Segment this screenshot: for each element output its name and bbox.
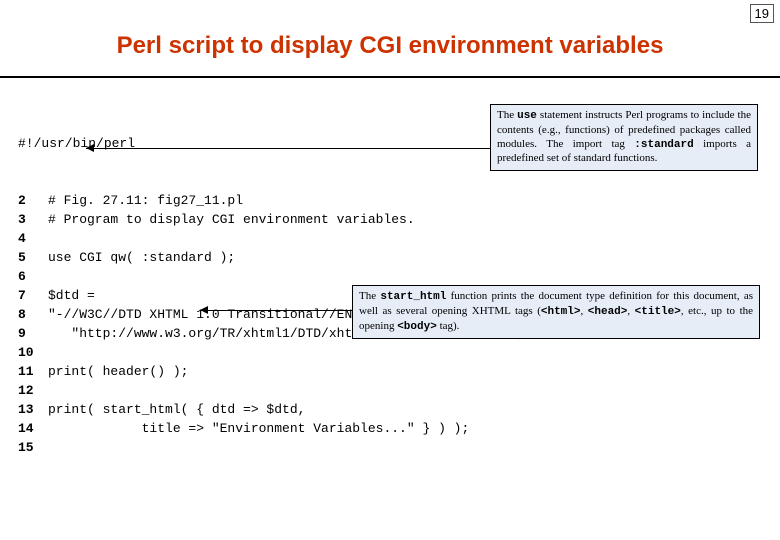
code-line: 13print( start_html( { dtd => $dtd, [18,400,524,419]
callout-use-statement: The use statement instructs Perl program… [490,104,758,171]
line-number: 5 [18,248,48,267]
code-line: 10 [18,343,524,362]
line-number: 4 [18,229,48,248]
code-line: 3# Program to display CGI environment va… [18,210,524,229]
line-text: title => "Environment Variables..." } ) … [48,421,469,436]
line-number: 2 [18,191,48,210]
code-line: 2# Fig. 27.11: fig27_11.pl [18,191,524,210]
code-line: 4 [18,229,524,248]
line-text: $dtd = [48,288,95,303]
line-text: # Program to display CGI environment var… [48,212,415,227]
slide-title: Perl script to display CGI environment v… [0,32,780,60]
code-line: 5use CGI qw( :standard ); [18,248,524,267]
line-number: 12 [18,381,48,400]
line-text: # Fig. 27.11: fig27_11.pl [48,193,243,208]
line-text: use CGI qw( :standard ); [48,250,235,265]
line-number: 10 [18,343,48,362]
code-line: 6 [18,267,524,286]
line-number: 7 [18,286,48,305]
divider [0,76,780,78]
code-line: 11print( header() ); [18,362,524,381]
page-number: 19 [750,4,774,23]
line-text: print( start_html( { dtd => $dtd, [48,402,305,417]
code-line: 15 [18,438,524,457]
callout-start-html: The start_html function prints the docum… [352,285,760,339]
line-number: 14 [18,419,48,438]
arrow-use [86,148,490,149]
line-number: 3 [18,210,48,229]
line-number: 15 [18,438,48,457]
line-number: 6 [18,267,48,286]
arrow-starthtml [200,310,352,311]
arrow-starthtml-head [200,306,208,314]
line-number: 9 [18,324,48,343]
code-line: 12 [18,381,524,400]
line-number: 13 [18,400,48,419]
line-number: 11 [18,362,48,381]
code-line: 14 title => "Environment Variables..." }… [18,419,524,438]
line-number: 8 [18,305,48,324]
arrow-use-head [86,144,94,152]
line-text: print( header() ); [48,364,188,379]
